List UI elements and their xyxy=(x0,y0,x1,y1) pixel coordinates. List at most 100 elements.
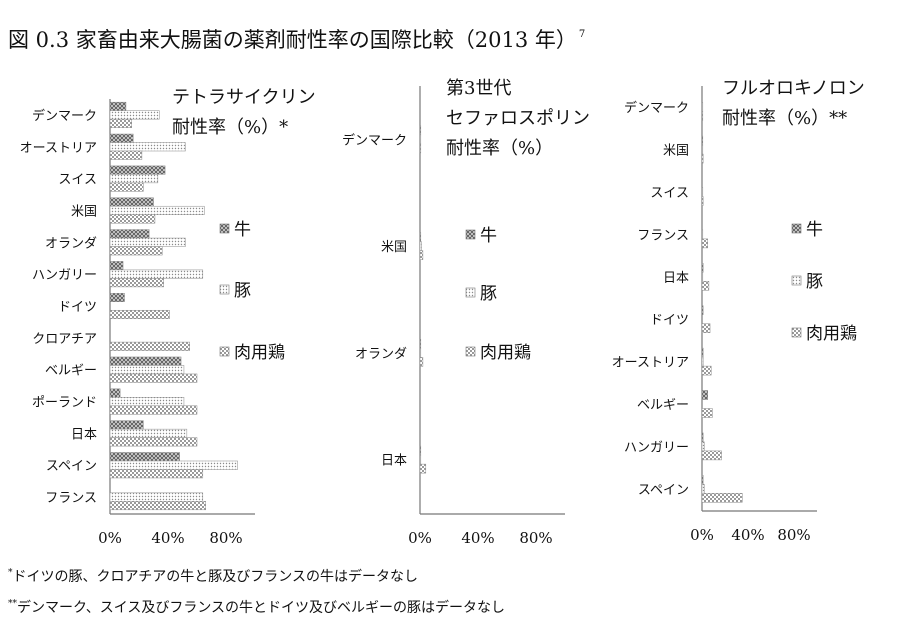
chart-1-bar-豚 xyxy=(109,492,204,502)
footnote-2-mark: ** xyxy=(8,599,17,609)
chart-3-bar-牛 xyxy=(701,135,704,146)
chart-3-bar-肉用鶏 xyxy=(701,450,722,461)
figure-title-text: 図 0.3 家畜由来大腸菌の薬剤耐性率の国際比較（2013 年） xyxy=(8,28,577,52)
footnote-1-text: ドイツの豚、クロアチアの牛と豚及びフランスの牛はデータなし xyxy=(12,569,418,585)
chart-1-bar-肉用鶏 xyxy=(109,309,170,319)
chart-2-legend-swatch xyxy=(465,229,476,240)
chart-3-bar-肉用鶏 xyxy=(701,238,708,249)
chart-3-bar-豚 xyxy=(701,144,704,155)
chart-1-bar-肉用鶏 xyxy=(109,437,198,447)
chart-2-bar-豚 xyxy=(419,134,422,145)
chart-3-bar-牛 xyxy=(701,390,708,400)
chart-1-category-label: デンマーク xyxy=(32,108,97,124)
chart-3-bar-肉用鶏 xyxy=(701,408,713,418)
chart-1-bar-豚 xyxy=(109,365,185,375)
chart-2-category-label: デンマーク xyxy=(342,132,407,148)
chart-1-bar-牛 xyxy=(109,452,180,462)
chart-2-legend-label: 牛 xyxy=(480,226,497,246)
chart-1-bar-豚 xyxy=(109,174,159,184)
chart-1-title-line: テトラサイクリン xyxy=(172,87,316,108)
chart-1-bar-牛 xyxy=(109,133,134,143)
chart-3-category-label: スイス xyxy=(650,186,689,201)
chart-3-category-label: オーストリア xyxy=(612,356,689,371)
chart-2-bar-肉用鶏 xyxy=(419,357,424,367)
footnote-2: **デンマーク、スイス及びフランスの牛とドイツ及びベルギーの豚はデータなし xyxy=(8,597,505,617)
chart-1-bar-肉用鶏 xyxy=(109,182,144,192)
chart-3-bar-豚 xyxy=(701,272,704,282)
chart-1-category-label: ハンガリー xyxy=(32,268,97,283)
footnote-1: *ドイツの豚、クロアチアの牛と豚及びフランスの牛はデータなし xyxy=(8,566,418,586)
chart-3-category-label: 米国 xyxy=(663,144,689,159)
chart-3-category-label: ドイツ xyxy=(650,313,689,328)
chart-1-legend-label: 牛 xyxy=(234,220,251,240)
chart-2-title-line: セファロスポリン xyxy=(446,108,590,129)
chart-2-x-tick-label: 0% xyxy=(408,529,432,547)
chart-3-bar-豚 xyxy=(701,484,705,494)
chart-3-category-label: ベルギー xyxy=(637,398,689,413)
chart-2-bar-牛 xyxy=(419,125,422,136)
chart-3-bar-肉用鶏 xyxy=(701,281,710,291)
chart-1-x-tick-label: 0% xyxy=(98,529,122,547)
chart-1-category-label: 米国 xyxy=(71,204,97,219)
chart-1-category-label: ポーランド xyxy=(32,396,97,411)
chart-1-category-label: オランダ xyxy=(45,236,97,251)
footnote-1-mark: * xyxy=(8,568,13,578)
chart-1-bar-豚 xyxy=(109,460,238,470)
chart-1-bar-肉用鶏 xyxy=(109,341,190,351)
chart-1-bar-牛 xyxy=(109,229,150,239)
chart-3-bar-豚 xyxy=(701,441,705,452)
chart-3-bar-牛 xyxy=(701,432,704,443)
chart-1-title-line: 耐性率（%）* xyxy=(172,117,288,138)
chart-1-category-label: ドイツ xyxy=(58,300,97,315)
chart-1-bar-牛 xyxy=(109,420,144,430)
chart-3-category-label: ハンガリー xyxy=(624,440,689,455)
chart-1-bar-肉用鶏 xyxy=(109,118,132,128)
chart-1-legend-label: 豚 xyxy=(234,281,251,301)
chart-1-category-label: クロアチア xyxy=(32,332,97,347)
chart-3-legend-swatch xyxy=(791,275,802,286)
chart-1-bar-牛 xyxy=(109,197,154,207)
chart-3-bar-牛 xyxy=(701,263,704,273)
chart-3-bar-牛 xyxy=(701,347,704,358)
chart-2-bar-豚 xyxy=(419,241,422,251)
figure-title-reference: 7 xyxy=(578,29,586,40)
chart-3-legend-swatch xyxy=(791,327,802,338)
chart-1-bar-肉用鶏 xyxy=(109,469,204,479)
chart-3-title-line: フルオロキノロン xyxy=(722,78,865,99)
chart-1-legend-swatch xyxy=(219,346,230,357)
chart-3-x-tick-label: 0% xyxy=(690,526,714,544)
chart-3-bar-肉用鶏 xyxy=(701,323,711,333)
chart-1-x-tick-label: 40% xyxy=(151,529,184,547)
chart-2-x-tick-label: 40% xyxy=(461,529,494,547)
chart-1-bar-肉用鶏 xyxy=(109,214,156,224)
chart-3-bar-肉用鶏 xyxy=(701,196,704,206)
chart-1-bar-肉用鶏 xyxy=(109,150,143,160)
chart-1-category-label: スイス xyxy=(58,173,97,188)
chart-1-bar-牛 xyxy=(109,165,166,175)
chart-2-legend-swatch xyxy=(465,287,476,298)
chart-1-bar-肉用鶏 xyxy=(109,278,164,288)
chart-3-x-tick-label: 80% xyxy=(777,526,810,544)
chart-2-title-line: 耐性率（%） xyxy=(446,138,553,159)
chart-1-category-label: 日本 xyxy=(71,427,97,442)
chart-1-bar-豚 xyxy=(109,397,185,407)
chart-1-bar-肉用鶏 xyxy=(109,501,206,511)
chart-3-bar-豚 xyxy=(701,187,704,197)
chart-2-bar-豚 xyxy=(419,454,422,465)
chart-3-bar-牛 xyxy=(701,305,704,315)
chart-2-category-label: オランダ xyxy=(355,347,407,362)
chart-3-legend-label: 豚 xyxy=(806,272,823,292)
chart-3-legend-label: 肉用鶏 xyxy=(806,324,857,344)
chart-3-bar-牛 xyxy=(701,475,704,485)
chart-3-title-line: 耐性率（%）** xyxy=(722,108,847,129)
chart-2-bar-牛 xyxy=(419,232,422,242)
chart-1-category-label: ベルギー xyxy=(45,364,97,379)
chart-1-legend-swatch xyxy=(219,284,230,295)
chart-1-bar-牛 xyxy=(109,356,182,366)
chart-3-category-label: 日本 xyxy=(663,271,689,286)
chart-3-bar-豚 xyxy=(701,229,704,240)
chart-1-bar-豚 xyxy=(109,110,160,120)
chart-2-category-label: 日本 xyxy=(381,454,407,469)
chart-3-bar-豚 xyxy=(701,102,704,112)
